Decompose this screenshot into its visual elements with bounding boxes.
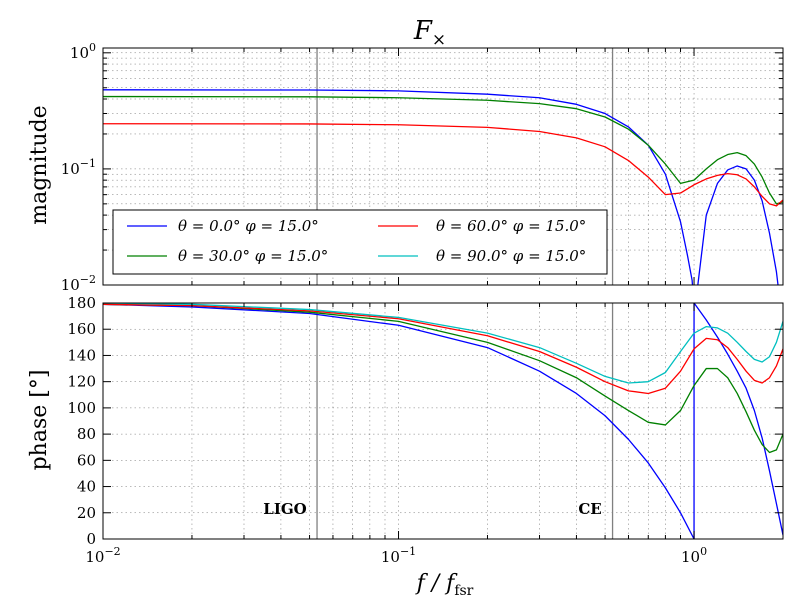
ligo-annotation: LIGO bbox=[263, 500, 306, 518]
y-tick-label: 100 bbox=[67, 399, 96, 417]
x-tick-label: 10−2 bbox=[85, 545, 120, 566]
phase-ticks: 0 20 40 60 80 100 120 140 160 180 10−2 10−1 100 bbox=[67, 294, 784, 566]
phase-frame bbox=[102, 302, 784, 540]
phase-xlabel: f / ffsr bbox=[415, 571, 474, 599]
chart-title: F× bbox=[413, 16, 446, 50]
series-line-2 bbox=[103, 123, 783, 207]
y-tick-label: 180 bbox=[67, 294, 96, 312]
series-line-1 bbox=[103, 95, 783, 205]
series-line-0 bbox=[103, 89, 779, 285]
y-tick-label: 160 bbox=[67, 320, 96, 338]
x-tick-label: 100 bbox=[681, 545, 707, 566]
y-tick-label: 40 bbox=[77, 478, 96, 496]
y-tick-label: 120 bbox=[67, 373, 96, 391]
y-tick-label: 100 bbox=[70, 41, 96, 62]
legend: θ = 0.0° φ = 15.0° θ = 30.0° φ = 15.0° θ… bbox=[112, 209, 608, 275]
y-tick-label: 10−2 bbox=[61, 273, 96, 294]
y-tick-label: 80 bbox=[77, 425, 96, 443]
y-tick-label: 0 bbox=[86, 530, 96, 548]
phase-series bbox=[103, 303, 783, 539]
magnitude-frame bbox=[102, 47, 784, 286]
legend-label-2: θ = 60.0° φ = 15.0° bbox=[436, 217, 586, 235]
phase-axes: 0 20 40 60 80 100 120 140 160 180 10−2 10−1 100 bbox=[67, 294, 784, 566]
y-tick-label: 60 bbox=[77, 451, 96, 469]
legend-label-0: θ = 0.0° φ = 15.0° bbox=[178, 217, 319, 235]
magnitude-ticks: 10−2 10−1 100 bbox=[61, 41, 784, 294]
series-line-2 bbox=[103, 303, 783, 395]
x-tick-label: 10−1 bbox=[381, 545, 416, 566]
phase-ylabel: phase [°] bbox=[27, 370, 52, 471]
legend-label-3: θ = 90.0° φ = 15.0° bbox=[436, 247, 586, 265]
y-tick-label: 20 bbox=[77, 504, 96, 522]
series-line-1 bbox=[103, 303, 783, 454]
magnitude-ylabel: magnitude bbox=[27, 105, 52, 224]
ce-annotation: CE bbox=[578, 500, 601, 518]
series-line-0 bbox=[103, 303, 783, 539]
phase-vlines bbox=[316, 303, 614, 539]
legend-label-1: θ = 30.0° φ = 15.0° bbox=[178, 247, 328, 265]
y-tick-label: 10−1 bbox=[61, 157, 96, 178]
magnitude-series bbox=[103, 89, 783, 285]
series-line-3 bbox=[103, 303, 783, 384]
y-tick-label: 140 bbox=[67, 346, 96, 364]
legend-box bbox=[112, 209, 608, 275]
